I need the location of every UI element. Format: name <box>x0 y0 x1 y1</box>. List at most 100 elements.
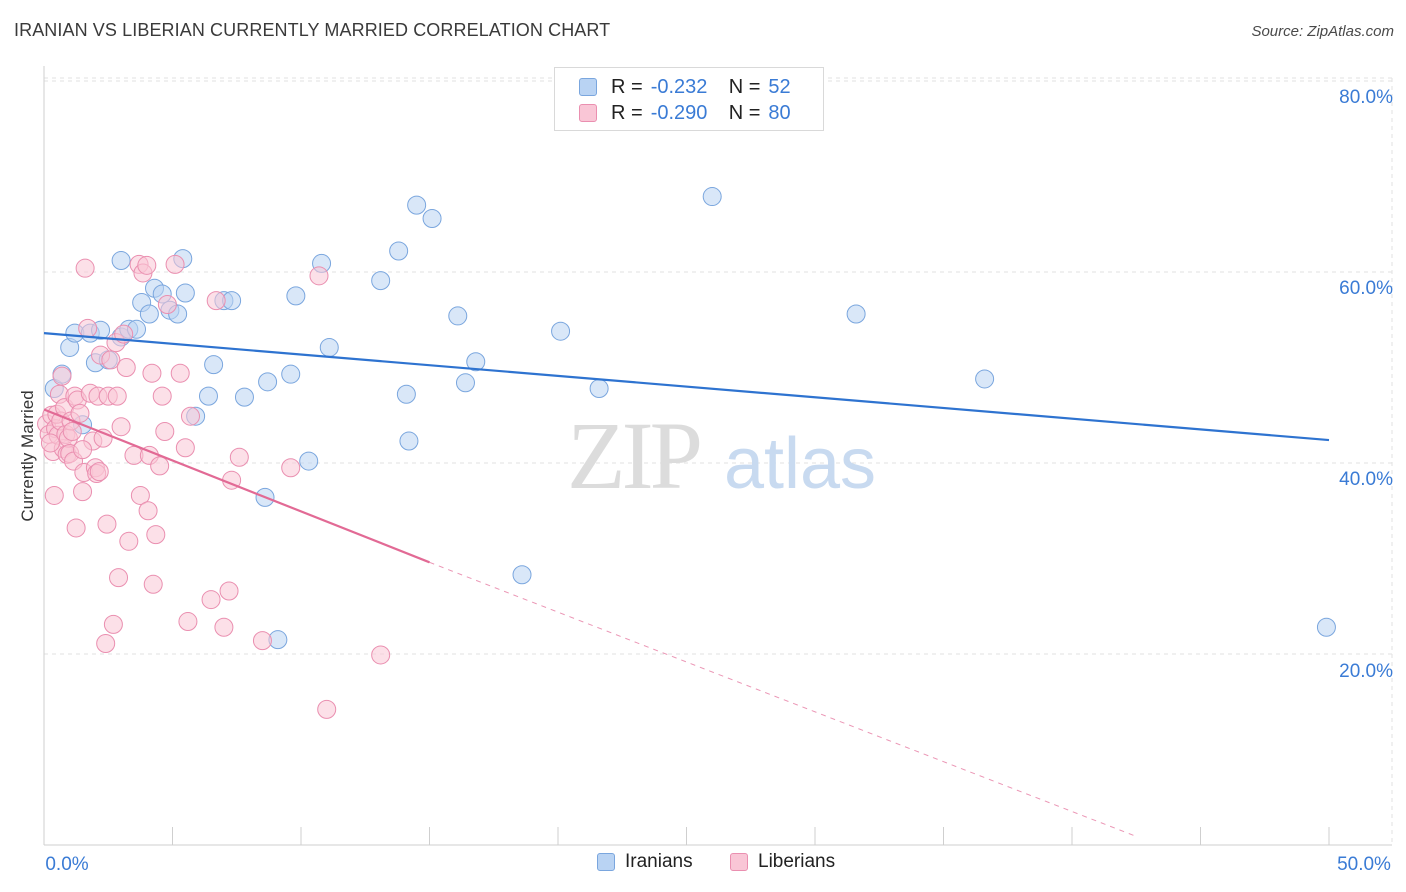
y-tick-label-20: 20.0% <box>1339 661 1393 682</box>
point-iranians-28 <box>258 372 278 392</box>
point-liberians-41 <box>107 386 127 406</box>
legend-r-value-iranians: -0.232 <box>650 75 708 98</box>
stats-legend: R = -0.232 N = 52 R = -0.290 N = 80 <box>554 67 824 131</box>
point-liberians-79 <box>89 462 109 482</box>
y-tick-label-60: 60.0% <box>1339 278 1393 299</box>
trend-line-dashed-liberians <box>429 561 1137 837</box>
legend-n-label: N = <box>728 101 761 124</box>
point-iranians-40 <box>422 209 442 229</box>
point-liberians-72 <box>252 631 272 651</box>
point-liberians-49 <box>130 485 150 505</box>
point-liberians-24 <box>73 482 93 502</box>
point-liberians-57 <box>150 456 170 476</box>
point-liberians-77 <box>73 440 93 460</box>
point-iranians-20 <box>175 283 195 303</box>
point-iranians-10 <box>111 251 131 271</box>
point-liberians-60 <box>157 294 177 314</box>
points <box>37 187 1336 719</box>
series-label-iranians: Iranians <box>625 851 693 872</box>
point-liberians-21 <box>66 518 86 538</box>
point-liberians-38 <box>101 350 121 370</box>
point-liberians-39 <box>103 614 123 634</box>
point-liberians-18 <box>62 421 82 441</box>
point-liberians-66 <box>201 590 221 610</box>
point-iranians-42 <box>455 373 475 393</box>
point-liberians-52 <box>138 501 158 521</box>
point-iranians-37 <box>396 384 416 404</box>
point-liberians-10 <box>52 366 72 386</box>
trend-lines <box>43 332 1330 837</box>
trend-line-liberians <box>43 408 430 564</box>
point-iranians-46 <box>589 379 609 399</box>
axes <box>43 66 1392 846</box>
legend-n-label: N = <box>728 75 761 98</box>
point-liberians-4 <box>44 485 64 505</box>
point-liberians-45 <box>116 358 136 377</box>
legend-n-value-iranians: 52 <box>768 75 791 98</box>
point-iranians-43 <box>466 352 486 372</box>
point-liberians-43 <box>111 417 131 437</box>
chart-title: IRANIAN VS LIBERIAN CURRENTLY MARRIED CO… <box>14 20 611 40</box>
legend-row-liberians: R = -0.290 N = 80 <box>579 101 791 125</box>
point-iranians-30 <box>281 364 301 384</box>
legend-row-iranians: R = -0.232 N = 52 <box>579 75 791 99</box>
y-tick-label-80: 80.0% <box>1339 87 1393 108</box>
axis-labels: Currently Married 0.0% 50.0% 20.0% 40.0%… <box>18 87 1393 875</box>
point-liberians-35 <box>96 633 116 653</box>
point-liberians-42 <box>109 568 129 588</box>
point-liberians-75 <box>317 699 337 719</box>
legend-swatch-iranians <box>579 78 597 96</box>
point-iranians-39 <box>407 195 427 215</box>
point-liberians-26 <box>75 258 95 278</box>
watermark-zip: ZIP <box>567 402 700 509</box>
point-iranians-26 <box>234 387 254 407</box>
point-iranians-32 <box>299 451 319 471</box>
point-liberians-54 <box>142 363 162 383</box>
point-liberians-36 <box>97 514 117 534</box>
point-iranians-48 <box>846 304 866 324</box>
x-tick-label-max: 50.0% <box>1337 854 1391 875</box>
point-iranians-45 <box>551 321 571 341</box>
trend-line-iranians <box>43 332 1330 442</box>
series-legend-iranians[interactable]: Iranians <box>597 851 693 873</box>
point-liberians-63 <box>175 438 195 458</box>
point-iranians-36 <box>389 241 409 261</box>
point-iranians-14 <box>139 304 159 324</box>
point-liberians-65 <box>180 406 200 426</box>
point-iranians-49 <box>975 369 995 389</box>
point-liberians-46 <box>119 531 139 551</box>
point-liberians-69 <box>219 581 239 601</box>
point-liberians-78 <box>40 433 60 453</box>
point-iranians-31 <box>286 286 306 306</box>
point-liberians-67 <box>206 291 226 311</box>
legend-r-label: R = <box>611 75 643 98</box>
y-tick-label-40: 40.0% <box>1339 469 1393 490</box>
point-liberians-58 <box>152 386 172 406</box>
series-swatch-liberians <box>730 853 748 871</box>
point-iranians-44 <box>512 565 532 585</box>
watermark-atlas: atlas <box>724 424 876 504</box>
point-liberians-27 <box>78 318 98 338</box>
point-liberians-61 <box>165 254 185 274</box>
watermark: ZIP atlas <box>567 402 876 509</box>
point-iranians-47 <box>702 187 722 207</box>
point-iranians-35 <box>371 271 391 291</box>
point-liberians-55 <box>143 574 163 594</box>
point-liberians-62 <box>170 363 190 383</box>
series-legend-liberians[interactable]: Liberians <box>730 851 835 873</box>
point-liberians-74 <box>309 266 329 286</box>
point-iranians-50 <box>1316 617 1336 637</box>
point-iranians-34 <box>319 337 339 357</box>
legend-r-value-liberians: -0.290 <box>650 101 708 124</box>
point-iranians-38 <box>399 431 419 451</box>
point-iranians-41 <box>448 306 468 326</box>
point-liberians-73 <box>281 458 301 478</box>
legend-r-label: R = <box>611 101 643 124</box>
point-liberians-76 <box>371 645 391 665</box>
legend-n-value-liberians: 80 <box>768 101 791 124</box>
point-liberians-68 <box>214 617 234 637</box>
point-liberians-51 <box>137 255 157 275</box>
series-label-liberians: Liberians <box>758 851 836 872</box>
point-liberians-59 <box>155 421 175 441</box>
